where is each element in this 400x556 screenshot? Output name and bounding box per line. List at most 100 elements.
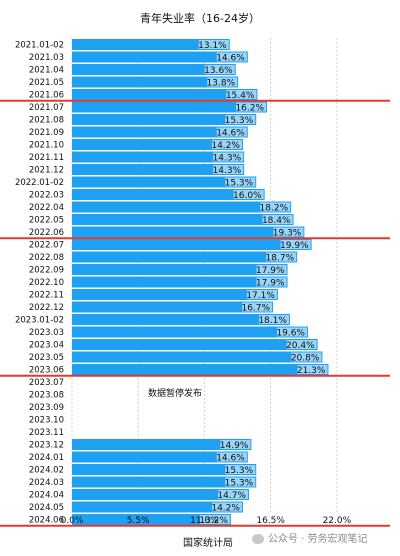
data-label: 17.1% [246,291,275,301]
category-label: 2022.05 [29,216,64,226]
data-label: 16.2% [235,104,264,114]
bar [72,51,248,63]
data-label-background [233,190,264,199]
category-label: 2022.03 [29,191,64,201]
category-label: 2021.04 [29,66,64,76]
data-label: 13.2% [199,516,228,526]
x-tick-label: 16.5% [256,516,285,526]
data-label-background [216,52,247,62]
x-tick-label: 11.0% [190,516,219,526]
category-label: 2023.12 [29,441,64,451]
data-label-background [198,40,229,49]
category-label: 2022.10 [29,278,64,288]
category-label: 2022.01-02 [15,178,64,188]
category-label: 2023.10 [29,416,64,426]
data-label-background [225,477,256,487]
data-label-background [216,452,247,462]
bar [72,114,257,125]
data-label: 20.8% [291,354,320,364]
bar [72,39,230,50]
data-label: 14.9% [220,441,249,451]
data-label: 14.2% [211,141,240,151]
data-label-background [213,165,244,174]
data-label-background [258,315,289,324]
data-label-background [220,440,251,449]
data-label: 13.1% [198,41,227,51]
data-label-background [280,240,311,249]
data-label: 18.2% [260,204,289,214]
bar [72,139,243,150]
data-label: 15.4% [226,91,255,101]
value-labels: 13.1% 14.6% 13.6% 13.8% 15.4% 16.2% 15.3% 14.6%… [198,40,328,526]
data-label-background [207,77,238,87]
bar [72,251,298,263]
data-label-background [204,65,235,74]
data-label: 15.3% [225,116,254,126]
category-label: 2023.11 [29,428,64,438]
data-label-background [291,352,322,362]
category-label: 2022.08 [29,253,64,263]
bar [72,289,278,300]
data-label-background [213,152,244,162]
bar [72,214,294,225]
category-label: 2024.01 [29,453,64,463]
category-label: 2023.06 [29,366,64,376]
bars [72,39,329,525]
bar [72,164,245,175]
data-label: 16.0% [233,191,262,201]
data-label: 14.3% [213,166,242,176]
category-label: 2023.03 [29,328,64,338]
data-label: 14.7% [217,491,246,501]
data-label: 18.4% [262,216,291,226]
data-label-background [286,340,317,349]
data-label-background [256,277,287,287]
category-label: 2021.10 [29,141,64,151]
data-label: 13.8% [207,79,236,89]
data-label: 20.4% [286,341,315,351]
data-label: 17.9% [256,266,285,276]
category-label: 2021.01-02 [15,41,64,51]
category-label: 2024.03 [29,478,64,488]
x-tick-label: 22.0% [323,516,352,526]
bar [72,101,268,113]
data-label-background [211,140,242,149]
data-label-background [217,490,248,499]
bar [72,176,257,188]
watermark-text: 公众号 · 劳务宏观笔记 [268,534,368,545]
bar [72,276,288,288]
category-label: 2021.07 [29,103,64,113]
bar [72,76,239,88]
bar [72,489,249,500]
data-label-background [226,90,257,99]
category-label: 2022.09 [29,266,64,276]
category-label: 2022.06 [29,228,64,238]
data-label-background [273,227,304,237]
category-label: 2021.12 [29,166,64,176]
data-label: 14.3% [213,154,242,164]
bar [72,326,308,338]
data-label: 19.3% [273,229,302,239]
category-label: 2023.04 [29,341,64,351]
category-label: 2021.11 [29,153,64,163]
data-label-background [260,202,291,212]
bar [72,464,257,475]
bar [72,89,258,100]
period-dividers [0,99,390,527]
category-label: 2021.05 [29,78,64,88]
data-label-background [225,177,256,187]
chart-title: 青年失业率（16-24岁） [140,11,260,25]
data-label: 14.6% [216,129,245,139]
category-label: 2023.07 [29,378,64,388]
data-label: 18.7% [266,254,295,264]
category-label: 2022.12 [29,303,64,313]
bar [72,439,252,450]
data-label: 14.6% [216,454,245,464]
category-label: 2023.08 [29,391,64,401]
category-labels: 2021.01-02 2021.03 2021.04 2021.05 2021.06 20… [15,41,64,526]
data-label: 14.6% [216,54,245,64]
bar [72,451,248,463]
data-label: 17.9% [256,279,285,289]
category-label: 2024.04 [29,491,64,501]
category-label: 2022.07 [29,241,64,251]
